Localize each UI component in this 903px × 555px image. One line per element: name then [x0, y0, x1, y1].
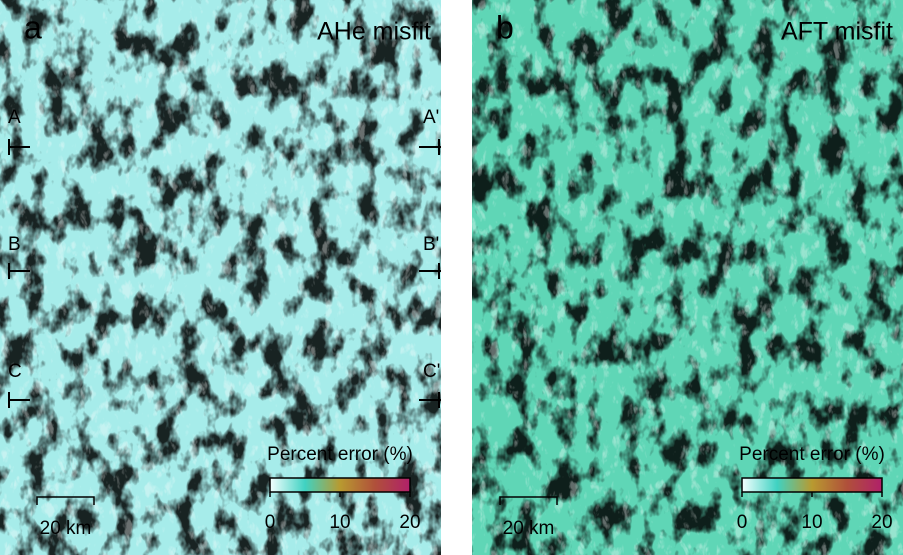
- profile-label: B: [8, 234, 21, 255]
- profile-label: C: [8, 361, 22, 382]
- map-panel: [0, 0, 441, 555]
- scale-bar-label: 20 km: [40, 518, 92, 539]
- colorbar-tick-label: 0: [737, 512, 748, 533]
- colorbar-tick-label: 20: [871, 512, 892, 533]
- colorbar-tick-label: 0: [265, 512, 276, 533]
- colorbar-title: Percent error (%): [267, 444, 413, 465]
- panel-title: AFT misfit: [781, 18, 893, 46]
- colorbar-tick-label: 10: [801, 512, 822, 533]
- map-panel: [472, 0, 903, 555]
- colorbar-tick-label: 20: [399, 512, 420, 533]
- colorbar-tick-label: 10: [329, 512, 350, 533]
- texture: [472, 0, 903, 555]
- texture: [0, 0, 441, 555]
- panel-title: AHe misfit: [317, 18, 431, 46]
- panel-label: a: [24, 9, 42, 45]
- panel-label: b: [496, 9, 514, 45]
- colorbar: [742, 478, 882, 492]
- scale-bar-label: 20 km: [503, 518, 555, 539]
- profile-label: C': [423, 361, 440, 382]
- colorbar: [270, 478, 410, 492]
- profile-label: A': [423, 107, 439, 128]
- figure: a AHe misfit A A' B B' C C' Percent error (%) 0 10…: [0, 0, 903, 555]
- relief-texture: [472, 0, 903, 555]
- colorbar-title: Percent error (%): [739, 444, 885, 465]
- profile-label: B': [423, 234, 439, 255]
- profile-label: A: [8, 107, 21, 128]
- relief-texture: [0, 0, 441, 555]
